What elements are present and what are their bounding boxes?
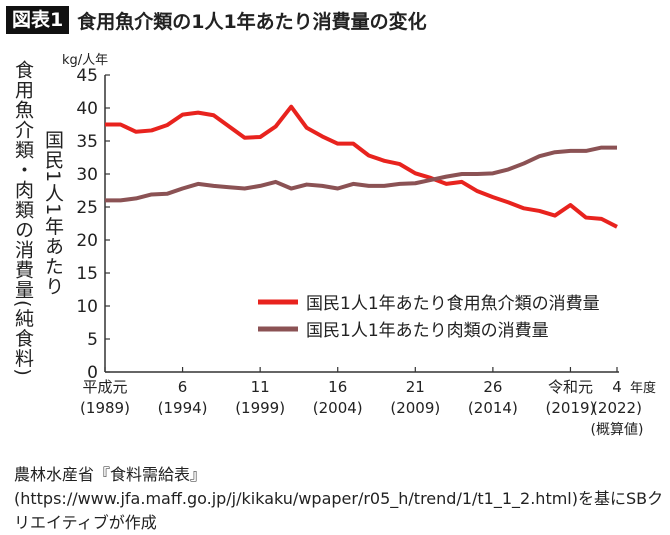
x-tick-label: 11: [251, 378, 270, 396]
x-tick-label: 4: [612, 378, 622, 396]
x-tick-label: 26: [483, 378, 502, 396]
x-tick-label: 21: [406, 378, 425, 396]
y-tick-label: 10: [76, 297, 98, 317]
x-tick-note: (概算値): [591, 422, 644, 438]
x-tick-sublabel: (2009): [390, 399, 440, 417]
x-tick-label: 6: [178, 378, 188, 396]
y-tick-label: 15: [76, 264, 98, 284]
y-tick-label: 30: [76, 165, 98, 185]
x-axis-label: 年度: [630, 380, 656, 396]
x-tick-sublabel: (1994): [158, 399, 208, 417]
chart: kg/人年051015202530354045平成元(1989)6(1994)1…: [0, 0, 670, 460]
legend-label-2: 国民1人1年あたり肉類の消費量: [306, 321, 549, 341]
y-tick-label: 25: [76, 198, 98, 218]
x-tick-label: 16: [328, 378, 347, 396]
y-tick-label: 45: [76, 66, 98, 86]
x-tick-label: 令和元: [548, 378, 593, 396]
x-tick-sublabel: (2019): [546, 399, 596, 417]
y-tick-label: 35: [76, 132, 98, 152]
x-tick-sublabel: (2022): [592, 399, 642, 417]
legend-label-1: 国民1人1年あたり食用魚介類の消費量: [306, 294, 600, 314]
series-line-2: [105, 148, 617, 201]
y-tick-label: 20: [76, 231, 98, 251]
series-line-1: [105, 107, 617, 227]
x-tick-sublabel: (1989): [80, 399, 130, 417]
x-tick-label: 平成元: [82, 378, 127, 396]
y-tick-label: 5: [87, 330, 98, 350]
source-note: 農林水産省『食料需給表』(https://www.jfa.maff.go.jp/…: [14, 463, 664, 535]
x-tick-sublabel: (2014): [468, 399, 518, 417]
y-tick-label: 40: [76, 99, 98, 119]
x-tick-sublabel: (1999): [235, 399, 285, 417]
x-tick-sublabel: (2004): [313, 399, 363, 417]
